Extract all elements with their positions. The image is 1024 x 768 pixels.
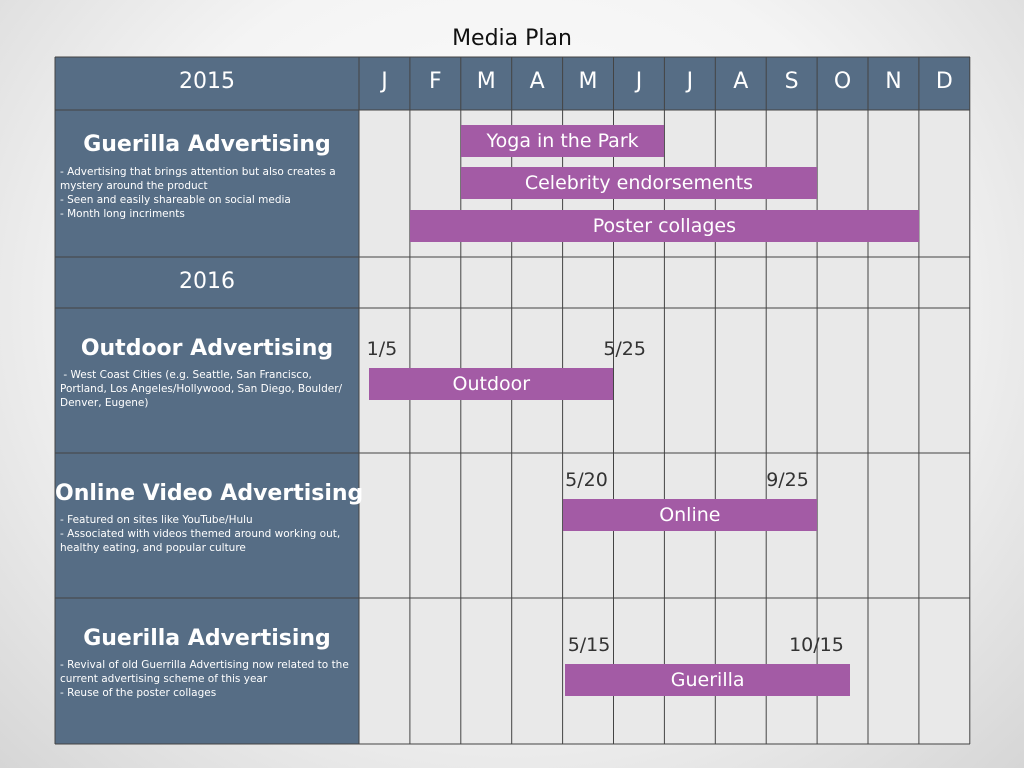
timeline-bar bbox=[460, 125, 665, 157]
row-title: Guerilla Advertising bbox=[83, 626, 331, 651]
timeline-bar bbox=[460, 167, 818, 199]
description-line: - Associated with videos themed around w… bbox=[60, 528, 344, 554]
timeline-bar-label: Online bbox=[659, 504, 721, 526]
row-title: Online Video Advertising bbox=[55, 481, 364, 506]
timeline-bar-label: Guerilla bbox=[670, 669, 745, 691]
date-label: 5/15 bbox=[567, 634, 611, 656]
date-label: 5/20 bbox=[565, 469, 608, 491]
month-header: M bbox=[476, 69, 496, 94]
row-description: - Revival of old Guerrilla Advertising n… bbox=[60, 658, 352, 700]
month-header: F bbox=[429, 69, 442, 94]
month-header: N bbox=[885, 69, 902, 94]
date-label: 1/5 bbox=[366, 338, 398, 360]
month-header: D bbox=[935, 69, 953, 94]
row-description: - Advertising that brings attention but … bbox=[60, 165, 352, 221]
timeline-bar-label: Yoga in the Park bbox=[486, 130, 639, 152]
month-header: J bbox=[635, 69, 643, 94]
timeline-bar bbox=[409, 210, 919, 242]
description-line: - Featured on sites like YouTube/Hulu bbox=[60, 514, 253, 526]
description-line: - Seen and easily shareable on social me… bbox=[60, 194, 291, 206]
date-label: 5/25 bbox=[603, 338, 646, 360]
timeline-bar bbox=[565, 664, 851, 696]
month-header: A bbox=[733, 69, 749, 94]
description-line: - Revival of old Guerrilla Advertising n… bbox=[60, 659, 353, 685]
category-column-background bbox=[55, 57, 359, 744]
timeline-bar bbox=[369, 368, 614, 400]
description-line: - Reuse of the poster collages bbox=[60, 687, 217, 699]
timeline-bar-label: Celebrity endorsements bbox=[524, 172, 754, 194]
year-2015-header: 2015 bbox=[179, 69, 235, 94]
month-header: A bbox=[529, 69, 545, 94]
month-header: J bbox=[381, 69, 388, 94]
description-line: - Advertising that brings attention but … bbox=[60, 166, 340, 192]
month-header: O bbox=[833, 69, 852, 94]
month-header: M bbox=[578, 69, 598, 94]
row-description: - West Coast Cities (e.g. Seattle, San F… bbox=[60, 368, 352, 410]
timeline-bar-label: Outdoor bbox=[452, 373, 531, 395]
timeline-bar-label: Poster collages bbox=[592, 215, 736, 237]
date-label: 9/25 bbox=[766, 469, 809, 491]
description-line: - West Coast Cities (e.g. Seattle, San F… bbox=[60, 369, 346, 409]
month-header: S bbox=[784, 69, 799, 94]
page-title: Media Plan bbox=[452, 26, 572, 51]
date-label: 10/15 bbox=[789, 634, 844, 656]
row-description: - Featured on sites like YouTube/Hulu - A… bbox=[60, 513, 352, 555]
description-line: - Month long incriments bbox=[60, 208, 185, 220]
month-header: J bbox=[686, 69, 694, 94]
timeline-bar bbox=[562, 499, 818, 531]
year-2016-label: 2016 bbox=[179, 269, 235, 294]
row-title: Guerilla Advertising bbox=[83, 132, 331, 157]
row-title: Outdoor Advertising bbox=[80, 336, 334, 361]
